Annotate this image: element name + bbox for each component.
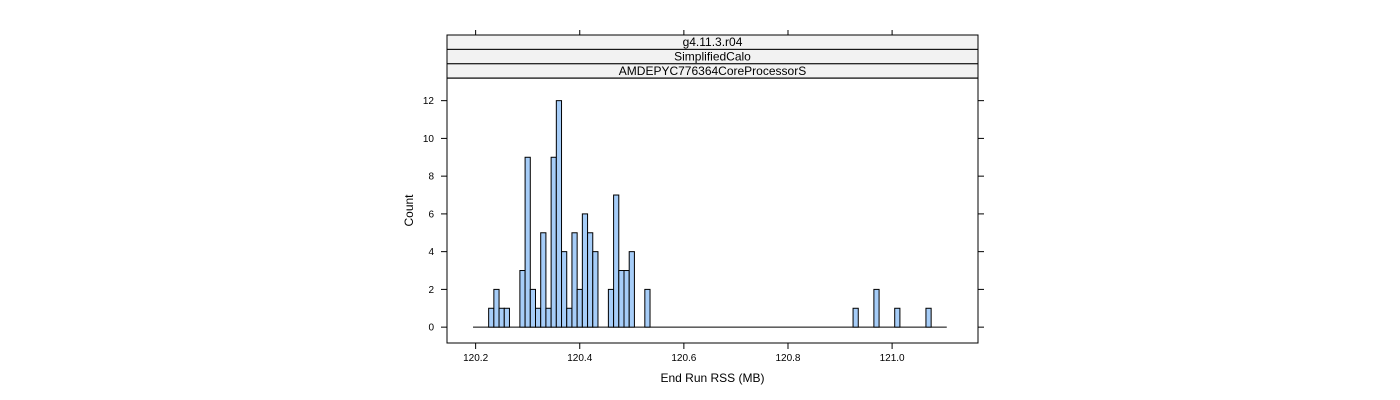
y-tick-label: 0 [428,323,434,334]
y-axis: 0 2 4 6 8 10 12 [423,96,984,334]
strip-label: AMDEPYC776364CoreProcessorS [619,64,806,78]
histogram-bars [488,100,932,328]
histogram-bar [613,194,620,328]
histogram-bar [493,288,500,328]
histogram-bar [592,251,599,328]
x-axis-title: End Run RSS (MB) [660,371,764,385]
y-axis-title: Count [402,194,416,227]
histogram-bar [618,270,625,328]
histogram-bar [498,307,505,328]
strip-header-group: g4.11.3.r04SimplifiedCaloAMDEPYC776364Co… [446,34,979,79]
strip-label: g4.11.3.r04 [683,35,743,49]
y-tick-label: 6 [428,209,434,220]
histogram-bar [524,156,531,328]
x-tick-label: 120.6 [671,353,696,364]
y-tick-label: 8 [428,172,434,183]
histogram-bar [540,232,547,328]
histogram-bar [873,288,880,328]
histogram-bar [628,251,635,328]
histogram-bar [607,288,615,328]
histogram-bar [566,307,573,328]
histogram-bar [894,307,901,328]
histogram-bar [519,270,526,328]
plot-panel [446,77,979,344]
histogram-bar [925,307,932,328]
histogram-bar [581,213,589,328]
x-tick-label: 120.2 [463,353,488,364]
histogram-bar [545,307,552,328]
histogram-bar [852,307,859,328]
histogram-bar [535,307,542,328]
y-tick-label: 2 [428,285,434,296]
histogram-bar [587,232,594,328]
histogram-bar [555,100,563,328]
y-tick-label: 12 [423,96,435,107]
histogram-bar [644,288,651,328]
histogram-bar [503,307,510,328]
histogram-bar [550,156,557,328]
x-tick-label: 120.8 [775,353,800,364]
y-tick-label: 10 [423,134,435,145]
histogram-bar [488,307,495,328]
x-axis: 120.2 120.4 120.6 120.8 121.0 [463,30,905,364]
histogram-bar [571,232,578,328]
histogram-bar [623,270,630,328]
x-tick-label: 120.4 [567,353,592,364]
strip-label: SimplifiedCalo [674,49,751,63]
histogram-bar [529,288,537,328]
histogram-bar [561,251,568,328]
histogram-bar [576,288,583,328]
x-tick-label: 121.0 [880,353,905,364]
y-tick-label: 4 [428,247,434,258]
